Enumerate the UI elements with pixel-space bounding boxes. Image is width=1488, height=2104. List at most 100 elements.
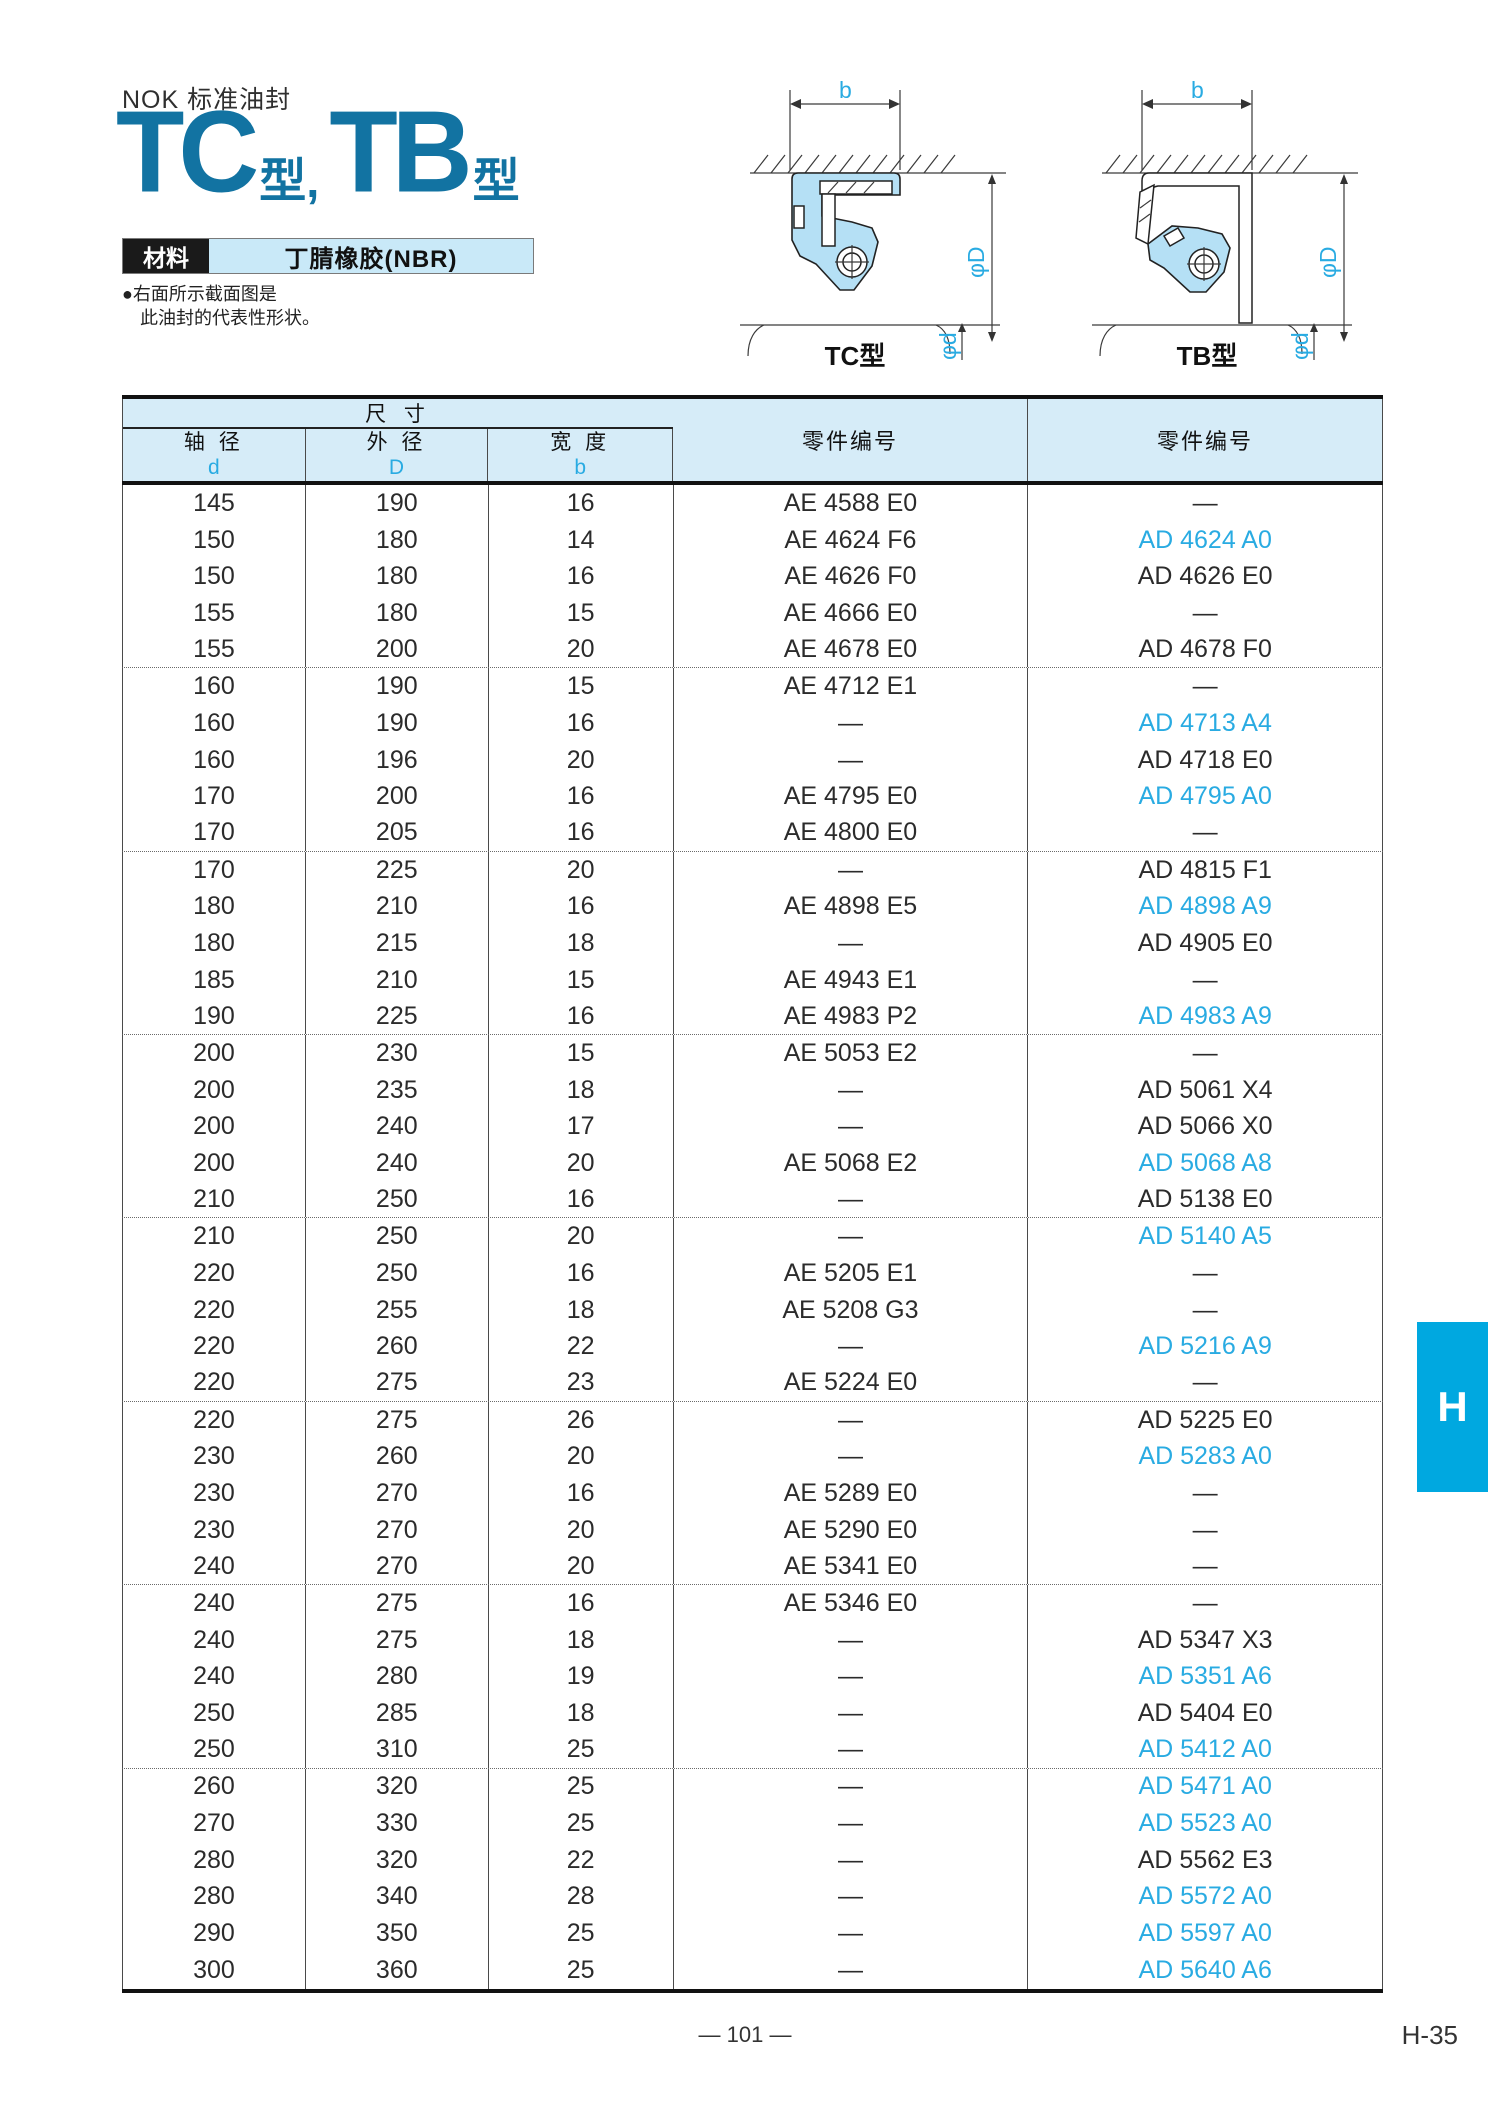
cell-part-number-tb: AD 4678 F0 xyxy=(1028,631,1384,668)
table-row: 300 360 25— AD 5640 A6 xyxy=(122,1951,1384,1989)
cell-shaft-diameter: 220 xyxy=(123,1365,306,1401)
cell-part-number-tb: AD 5640 A6 xyxy=(1028,1951,1384,1989)
note-text: ●右面所示截面图是 此油封的代表性形状。 xyxy=(122,282,320,330)
metal-case xyxy=(819,180,893,247)
cell-part-number-tb: AD 5412 A0 xyxy=(1028,1731,1384,1768)
hatching xyxy=(753,154,956,174)
cell-width: 18 xyxy=(489,1291,674,1329)
cell-part-number-tc: AE 5224 E0 xyxy=(674,1365,1029,1401)
table-row: 230 270 20 AE 5290 E0— xyxy=(122,1511,1384,1549)
cell-part-number-tb: AD 5562 E3 xyxy=(1028,1841,1384,1879)
table-row: 200 240 17— AD 5066 X0 xyxy=(122,1108,1384,1146)
cell-shaft-diameter: 250 xyxy=(123,1731,306,1768)
title-tb: TB xyxy=(329,86,472,217)
tb-diagram-label: TB型 xyxy=(1176,341,1238,371)
cell-shaft-diameter: 200 xyxy=(123,1145,306,1182)
cell-part-number-tc: — xyxy=(674,1621,1029,1659)
cell-width: 18 xyxy=(489,1621,674,1659)
cell-shaft-diameter: 150 xyxy=(123,521,306,559)
material-label: 材料 xyxy=(123,239,209,273)
cell-outer-diameter: 320 xyxy=(306,1841,489,1879)
header-width: 宽 度 b xyxy=(488,429,674,481)
cell-width: 26 xyxy=(489,1401,674,1439)
cell-width: 28 xyxy=(489,1878,674,1916)
table-row: 200 235 18— AD 5061 X4 xyxy=(122,1071,1384,1109)
tc-dim-d-label: φd xyxy=(935,332,961,360)
cell-outer-diameter: 210 xyxy=(306,961,489,999)
cell-shaft-diameter: 220 xyxy=(123,1328,306,1366)
cell-shaft-diameter: 300 xyxy=(123,1951,306,1989)
note-line-1: ●右面所示截面图是 xyxy=(122,284,277,304)
cell-width: 16 xyxy=(489,1585,674,1622)
title-tc-suffix: 型, xyxy=(259,154,320,207)
cell-width: 15 xyxy=(489,961,674,999)
cell-shaft-diameter: 230 xyxy=(123,1511,306,1549)
cell-shaft-diameter: 240 xyxy=(123,1548,306,1585)
cell-width: 16 xyxy=(489,778,674,816)
cell-shaft-diameter: 160 xyxy=(123,705,306,742)
cell-shaft-diameter: 200 xyxy=(123,1108,306,1146)
cell-part-number-tb: AD 4624 A0 xyxy=(1028,521,1384,559)
cell-outer-diameter: 200 xyxy=(306,778,489,816)
cell-outer-diameter: 205 xyxy=(306,815,489,851)
page-number: — 101 — xyxy=(698,2022,792,2047)
cell-width: 20 xyxy=(489,1511,674,1549)
cell-outer-diameter: 285 xyxy=(306,1695,489,1732)
cell-width: 14 xyxy=(489,521,674,559)
cell-part-number-tc: — xyxy=(674,1805,1029,1842)
cell-width: 20 xyxy=(489,1438,674,1476)
cell-width: 20 xyxy=(489,631,674,668)
cell-part-number-tc: AE 5205 E1 xyxy=(674,1255,1029,1292)
cell-part-number-tb: — xyxy=(1028,1291,1384,1329)
cell-part-number-tc: — xyxy=(674,1218,1029,1256)
cell-width: 18 xyxy=(489,925,674,962)
title-tc: TC xyxy=(116,86,259,217)
cell-part-number-tc: AE 4678 E0 xyxy=(674,631,1029,668)
cell-outer-diameter: 235 xyxy=(306,1071,489,1109)
cell-shaft-diameter: 220 xyxy=(123,1401,306,1439)
table-body: 145 190 16 AE 4588 E0—150 180 14 AE 4624 F6 AD … xyxy=(122,485,1384,1989)
cell-width: 16 xyxy=(489,998,674,1035)
table-row: 220 260 22— AD 5216 A9 xyxy=(122,1328,1384,1366)
cell-part-number-tc: AE 5290 E0 xyxy=(674,1511,1029,1549)
cell-outer-diameter: 215 xyxy=(306,925,489,962)
cell-part-number-tb: AD 4713 A4 xyxy=(1028,705,1384,742)
cell-shaft-diameter: 240 xyxy=(123,1585,306,1622)
cell-outer-diameter: 250 xyxy=(306,1255,489,1292)
table-row: 185 210 15 AE 4943 E1— xyxy=(122,961,1384,999)
cell-shaft-diameter: 180 xyxy=(123,925,306,962)
page-title: TC 型, TB 型 xyxy=(116,86,530,217)
garter-spring xyxy=(1187,247,1221,281)
cell-outer-diameter: 190 xyxy=(306,485,489,522)
cell-outer-diameter: 200 xyxy=(306,631,489,668)
cell-width: 16 xyxy=(489,558,674,596)
table-row: 240 275 18— AD 5347 X3 xyxy=(122,1621,1384,1659)
table-row: 180 210 16 AE 4898 E5 AD 4898 A9 xyxy=(122,888,1384,926)
cell-shaft-diameter: 230 xyxy=(123,1438,306,1476)
cell-part-number-tc: — xyxy=(674,741,1029,779)
cell-part-number-tb: — xyxy=(1028,1365,1384,1401)
cell-width: 22 xyxy=(489,1841,674,1879)
cell-width: 15 xyxy=(489,1035,674,1072)
table-row: 160 190 15 AE 4712 E1— xyxy=(122,668,1384,706)
cell-part-number-tc: — xyxy=(674,1438,1029,1476)
cell-shaft-diameter: 280 xyxy=(123,1841,306,1879)
table-row: 210 250 20— AD 5140 A5 xyxy=(122,1218,1384,1256)
table-row: 250 285 18— AD 5404 E0 xyxy=(122,1695,1384,1732)
cell-part-number-tc: — xyxy=(674,1768,1029,1806)
table-row: 155 180 15 AE 4666 E0— xyxy=(122,595,1384,632)
tb-seal-diagram: b φd xyxy=(1092,78,1358,360)
cell-width: 19 xyxy=(489,1658,674,1696)
cell-part-number-tb: AD 4898 A9 xyxy=(1028,888,1384,926)
cell-part-number-tb: AD 5404 E0 xyxy=(1028,1695,1384,1732)
cell-width: 25 xyxy=(489,1731,674,1768)
cell-part-number-tb: AD 5471 A0 xyxy=(1028,1768,1384,1806)
cell-part-number-tc: — xyxy=(674,1181,1029,1218)
cell-part-number-tb: — xyxy=(1028,1035,1384,1072)
cell-part-number-tb: AD 5351 A6 xyxy=(1028,1658,1384,1696)
cell-shaft-diameter: 150 xyxy=(123,558,306,596)
table-row: 160 196 20— AD 4718 E0 xyxy=(122,741,1384,779)
cell-outer-diameter: 180 xyxy=(306,521,489,559)
cell-width: 16 xyxy=(489,888,674,926)
